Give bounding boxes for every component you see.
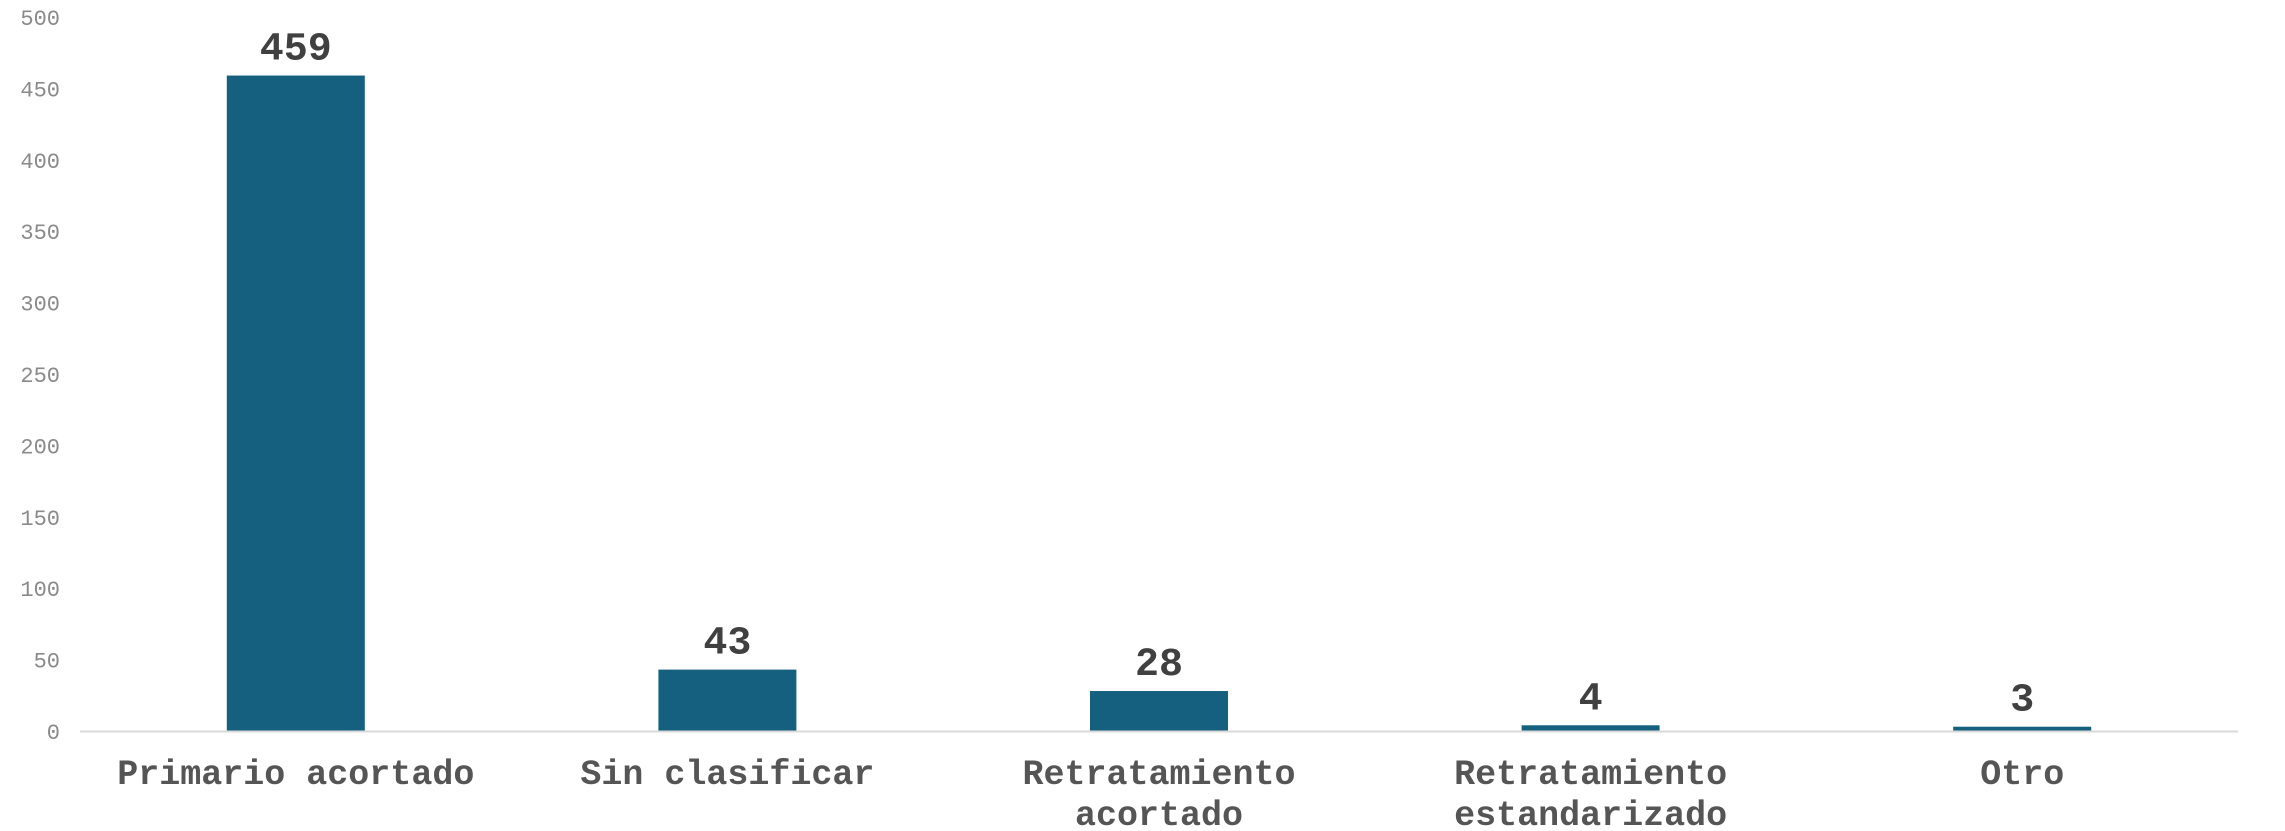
x-axis: Primario acortado Sin clasificar Retratami… (117, 755, 2064, 831)
y-tick-label: 450 (20, 78, 60, 103)
y-tick-label: 100 (20, 578, 60, 603)
data-label: 3 (2010, 679, 2034, 724)
y-tick-label: 300 (20, 293, 60, 318)
data-label: 4 (1579, 677, 1603, 722)
y-tick-label: 150 (20, 507, 60, 532)
data-label: 28 (1135, 643, 1183, 688)
bar (226, 75, 365, 732)
x-tick-label: Retratamiento (1022, 755, 1295, 795)
y-tick-label: 0 (47, 721, 60, 746)
y-tick-label: 50 (34, 650, 60, 675)
data-label: 459 (260, 28, 332, 73)
data-label: 43 (703, 622, 751, 667)
y-tick-label: 500 (20, 7, 60, 32)
x-tick-label: estandarizado (1454, 796, 1727, 831)
x-tick-label: acortado (1075, 796, 1243, 831)
x-tick-label: Sin clasificar (580, 755, 874, 795)
bars (226, 75, 2092, 732)
x-tick-label: Retratamiento (1454, 755, 1727, 795)
y-tick-label: 350 (20, 221, 60, 246)
y-tick-label: 400 (20, 150, 60, 175)
bar (658, 669, 797, 731)
y-tick-label: 200 (20, 435, 60, 460)
bar (1090, 691, 1228, 731)
y-axis: 0 50 100 150 200 250 300 350 400 450 500 (20, 7, 60, 746)
bar (1521, 725, 1660, 731)
x-tick-label: Primario acortado (117, 755, 474, 795)
x-tick-label: Otro (1980, 755, 2064, 795)
bar (1953, 726, 2092, 731)
y-tick-label: 250 (20, 364, 60, 389)
